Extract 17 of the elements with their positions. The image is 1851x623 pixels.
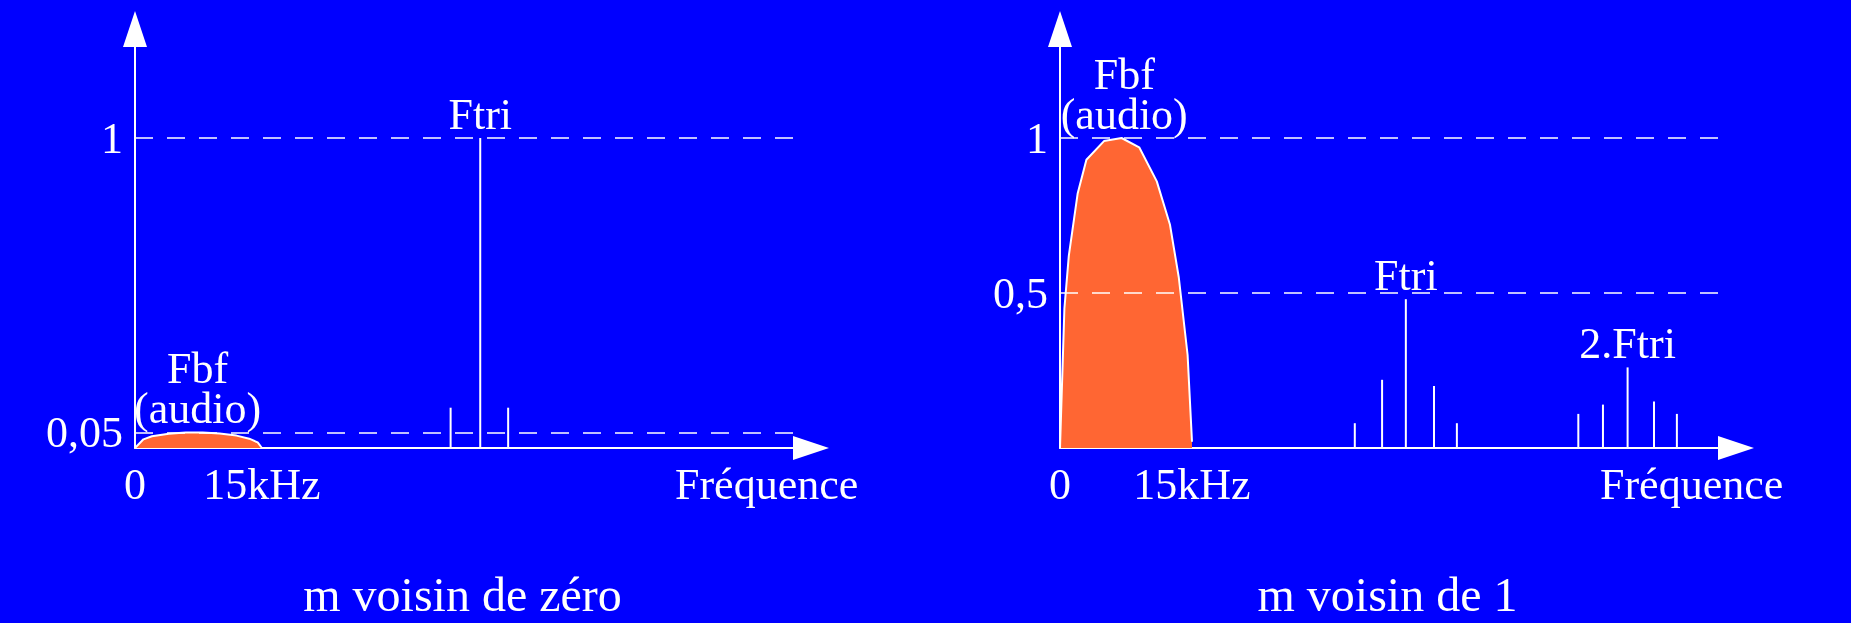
annotation: Ftri (1374, 250, 1438, 300)
x-tick-label: 15kHz (1133, 459, 1251, 509)
text: m voisin de 1 (1257, 567, 1518, 621)
x-tick-label: 15kHz (203, 459, 321, 509)
x-axis-title: Fréquence (1600, 459, 1784, 509)
annotation: Fbf (audio) (134, 344, 262, 433)
text: m voisin de zéro (303, 567, 622, 621)
annotation: Fbf (audio) (1060, 49, 1188, 139)
x-tick-label: 0 (124, 459, 146, 509)
x-tick-label: 0 (1049, 459, 1071, 509)
y-tick-label: 1 (1026, 113, 1048, 163)
annotation: 2.Ftri (1579, 318, 1676, 368)
annotation: Ftri (448, 89, 513, 139)
y-tick-label: 1 (101, 113, 123, 163)
y-tick-label: 0,05 (46, 408, 123, 457)
x-axis-title: Fréquence (675, 459, 859, 509)
y-tick-label: 0,5 (993, 268, 1048, 318)
